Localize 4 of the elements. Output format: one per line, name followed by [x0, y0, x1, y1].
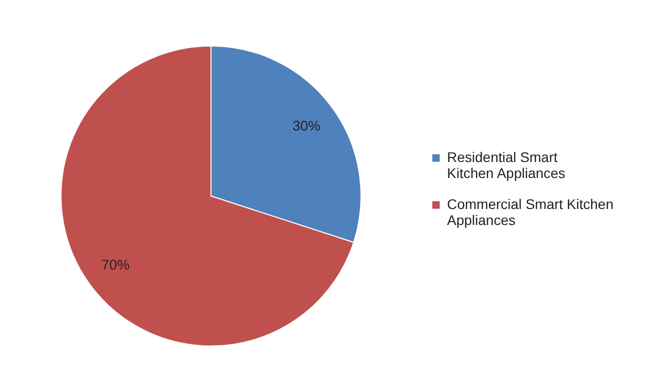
legend-label: Residential Smart Kitchen Appliances: [447, 149, 566, 181]
data-label: 30%: [292, 118, 320, 134]
data-label: 70%: [102, 256, 130, 272]
legend-label: Commercial Smart Kitchen Appliances: [447, 196, 614, 228]
